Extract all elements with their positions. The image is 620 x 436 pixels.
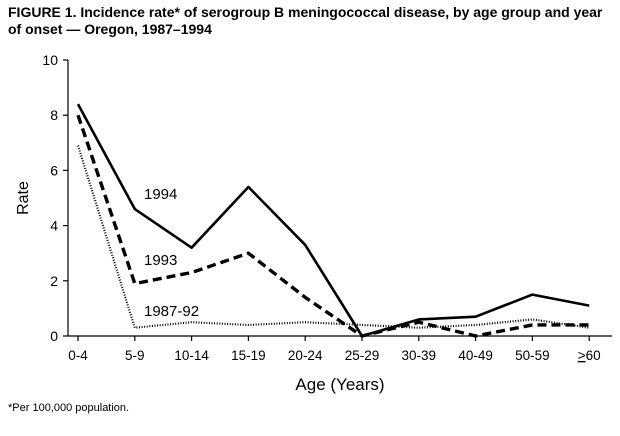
y-tick-label: 2 (50, 273, 58, 289)
y-tick-label: 10 (42, 52, 58, 68)
x-tick-label: 40-49 (458, 348, 493, 363)
x-tick-label: 50-59 (515, 348, 550, 363)
x-tick-label: 15-19 (231, 348, 266, 363)
x-tick-label: 30-39 (402, 348, 437, 363)
plot-frame (67, 60, 612, 337)
x-tick-label: 5-9 (125, 348, 145, 363)
x-tick-label: 25-29 (345, 348, 380, 363)
y-tick-label: 0 (50, 328, 58, 344)
x-tick-label: 0-4 (68, 348, 88, 363)
y-tick-label: 6 (50, 162, 58, 178)
y-tick-label: 8 (50, 107, 58, 123)
x-tick-label: 20-24 (288, 348, 323, 363)
series-label: 1987-92 (144, 303, 199, 320)
footnote: *Per 100,000 population. (8, 402, 130, 414)
series-line-1994 (76, 103, 590, 338)
x-axis-label: Age (Years) (295, 375, 384, 394)
series-labels: 1994 1993 1987-92 (144, 186, 199, 320)
x-tick-label: 10-14 (174, 348, 209, 363)
series-line-1987-92 (76, 145, 590, 329)
x-tick-label: >60 (578, 348, 601, 363)
series-label: 1994 (144, 186, 177, 203)
y-axis-label: Rate (15, 181, 32, 215)
series-lines (76, 103, 590, 338)
x-axis-ticks: 0-4 5-9 10-14 15-19 20-24 25-29 30-39 40-49 50-5… (68, 336, 601, 363)
series-label: 1993 (144, 252, 177, 269)
chart-title: FIGURE 1. Incidence rate* of serogroup B… (8, 4, 603, 37)
y-tick-label: 4 (50, 218, 58, 234)
series-line-1993 (76, 114, 590, 338)
y-axis-ticks: 0 2 4 6 8 10 (42, 52, 68, 344)
